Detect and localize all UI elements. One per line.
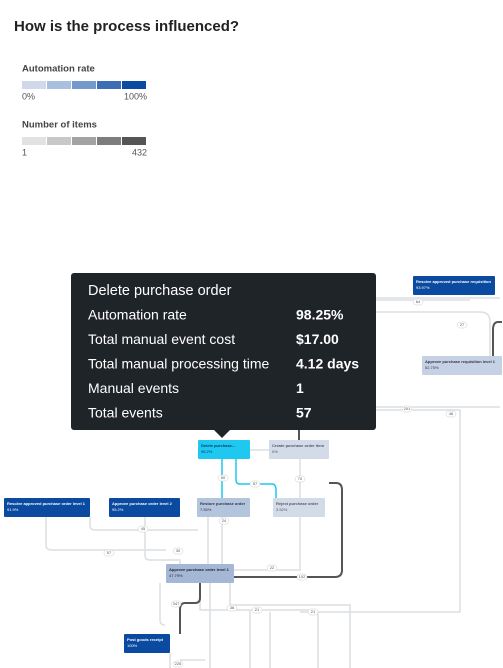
edge-label-bg [172, 660, 184, 668]
edge-label: 57 [253, 481, 258, 486]
edge-label-bg [172, 547, 184, 555]
node-value: 95.2% [112, 507, 124, 512]
node-label: Approve purchase order level 1 [169, 567, 230, 572]
tooltip-title: Delete purchase order [88, 283, 232, 299]
tooltip-value: 4.12 days [296, 356, 359, 372]
edge-label-bg [226, 604, 238, 612]
process-node [4, 498, 90, 517]
node-value: 3.52% [276, 507, 288, 512]
tooltip: Delete purchase order [71, 273, 376, 438]
node-value: 47.79% [169, 573, 183, 578]
process-node [197, 498, 250, 517]
process-node [269, 440, 329, 459]
tooltip-label: Total events [88, 405, 163, 421]
edge-label: 102 [299, 574, 306, 579]
edge-label: 57 [107, 550, 112, 555]
node-label: Post goods receipt [127, 637, 164, 642]
tooltip-value: $17.00 [296, 331, 339, 347]
process-node [166, 564, 234, 583]
edge-label: 70 [298, 476, 303, 481]
edge-label-bg [249, 480, 261, 488]
edge-label: 30 [176, 548, 181, 553]
process-node [109, 498, 180, 517]
edge-label: 36 [230, 605, 235, 610]
edge-label-bg [307, 608, 319, 616]
edge-label: 347 [173, 601, 180, 606]
edge-label-bg [137, 525, 149, 533]
process-node [422, 356, 502, 375]
edge-label-bg [170, 600, 182, 608]
legend-min: 1 [22, 147, 27, 157]
edge-label-bg [296, 573, 308, 581]
node-label: Reject purchase order [276, 501, 319, 506]
edge-label-bg [294, 475, 306, 483]
edge-labels: 64 27 201 46 57 70 50 24 45 30 57 22 102 347 36 21 21 226 [103, 298, 468, 668]
node-label: Resolve approved purchase order level 1 [7, 501, 86, 506]
edge-label-bg [401, 405, 413, 413]
legend-max: 100% [124, 91, 147, 101]
tooltip-value: 57 [296, 405, 312, 421]
title: How is the process influenced? [14, 18, 239, 35]
edge-label-bg [103, 549, 115, 557]
process-node [413, 276, 495, 295]
tooltip-label: Total manual processing time [88, 356, 270, 372]
legend-min: 0% [22, 91, 35, 101]
node-value: 52.75% [425, 365, 439, 370]
automation-scale [22, 81, 146, 89]
legend-title: Automation rate [22, 64, 95, 75]
process-node [273, 498, 325, 517]
node-value: 93.97% [416, 285, 430, 290]
process-node [198, 440, 250, 459]
edge-label: 22 [270, 565, 275, 570]
edge-label: 226 [175, 661, 182, 666]
node-label: Create purchase order item [272, 443, 324, 448]
node-label: Restore purchase order [200, 501, 246, 506]
edge-label: 27 [460, 322, 465, 327]
items-scale [22, 137, 146, 145]
node-label: Delete purchase... [201, 443, 235, 448]
edge-label: 45 [141, 526, 146, 531]
edge-label-bg [445, 410, 457, 418]
node-value: 98.2% [201, 449, 213, 454]
legend-title: Number of items [22, 120, 97, 131]
tooltip-value: 98.25% [296, 307, 344, 323]
edge-label: 21 [311, 609, 316, 614]
node-value: 7.55% [200, 507, 212, 512]
edge-label: 21 [255, 607, 260, 612]
tooltip-label: Manual events [88, 380, 179, 396]
edge-label: 64 [416, 299, 421, 304]
edge-label: 201 [404, 406, 411, 411]
edge-label-bg [218, 517, 230, 525]
node-value: 0% [272, 449, 278, 454]
edge-label-bg [456, 321, 468, 329]
edge-label-bg [266, 564, 278, 572]
node-label: Approve purchase order level 2 [112, 501, 173, 506]
edge-label-bg [251, 606, 263, 614]
process-node [124, 634, 170, 653]
tooltip-label: Total manual event cost [88, 331, 235, 347]
edge-label-bg [217, 474, 229, 482]
edge-label-bg [412, 298, 424, 306]
node-value: 100% [127, 643, 138, 648]
edge-label: 50 [221, 475, 226, 480]
node-label: Approve purchase requisition level 1 [425, 359, 496, 364]
nodes: Delete purchase...98.2% Create purchase o… [4, 276, 502, 653]
edge-label: 46 [449, 411, 454, 416]
tooltip-label: Automation rate [88, 307, 187, 323]
legend-max: 432 [132, 147, 147, 157]
edge-label: 24 [222, 518, 227, 523]
node-value: 91.9% [7, 507, 19, 512]
tooltip-value: 1 [296, 380, 304, 396]
node-label: Resolve approved purchase requisition [416, 279, 491, 284]
